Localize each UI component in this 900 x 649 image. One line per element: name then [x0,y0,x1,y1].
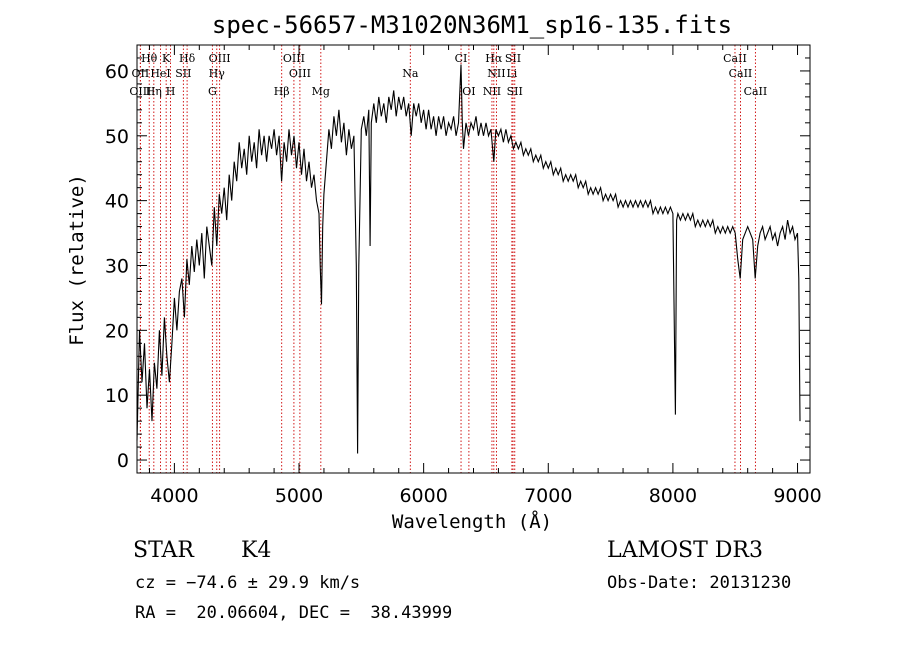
observation-date: Obs-Date: 20131230 [607,573,792,593]
object-class: STAR [133,538,194,563]
chart-title: spec-56657-M31020N36M1_sp16-135.fits [212,11,732,39]
x-axis-label: Wavelength (Å) [392,510,552,533]
y-tick-label: 10 [105,385,129,407]
marker-label: SII [175,67,191,80]
marker-label: CaII [723,52,747,65]
marker-label: OIII [129,85,151,98]
y-tick-label: 50 [105,126,129,148]
marker-label: OIII [209,52,231,65]
y-tick-label: 30 [105,255,129,277]
marker-label: Mg [312,85,330,98]
object-subclass: K4 [241,538,272,563]
x-tick-label: 4000 [150,485,198,507]
marker-label: OIII [289,67,311,80]
x-axis: 4000 5000 6000 7000 8000 9000 [148,45,822,507]
marker-label: Na [402,67,419,80]
x-tick-label: 7000 [524,485,572,507]
marker-label: H [166,85,176,98]
x-tick-label: 6000 [399,485,447,507]
marker-label: SII [507,85,523,98]
coordinates: RA = 20.06604, DEC = 38.43999 [135,603,453,623]
plot-frame [136,44,811,474]
marker-label: G [208,85,217,98]
marker-label: HeI [150,67,170,80]
x-tick-label: 9000 [773,485,821,507]
y-tick-label: 20 [105,320,129,342]
marker-label: Hθ [141,52,158,65]
marker-label: CaII [744,85,768,98]
marker-label: K [162,52,171,65]
spectrum-chart: spec-56657-M31020N36M1_sp16-135.fits Hθ K… [66,11,822,533]
marker-label: Hβ [274,85,290,98]
y-tick-label: 60 [105,61,129,83]
survey-name: LAMOST DR3 [607,538,763,563]
marker-label: CaII [729,67,753,80]
y-axis: 0 10 20 30 40 50 60 [105,57,810,472]
marker-label: Hγ [209,67,226,80]
marker-label: CI [455,52,468,65]
marker-label: Hη [146,85,162,98]
marker-label: NII [483,85,501,98]
x-tick-label: 5000 [275,485,323,507]
marker-label: Li [506,67,517,80]
redshift-value: cz = −74.6 ± 29.9 km/s [135,573,361,593]
y-axis-label: Flux (relative) [66,174,88,346]
marker-label: Hδ [179,52,196,65]
y-tick-label: 0 [117,450,129,472]
marker-label: NII [487,67,505,80]
y-tick-label: 40 [105,191,129,213]
spectrum-line [136,64,801,454]
marker-label: SII [505,52,521,65]
marker-label: Hα [485,52,503,65]
marker-label: OI [462,85,475,98]
marker-label: OIII [283,52,305,65]
x-tick-label: 8000 [649,485,697,507]
